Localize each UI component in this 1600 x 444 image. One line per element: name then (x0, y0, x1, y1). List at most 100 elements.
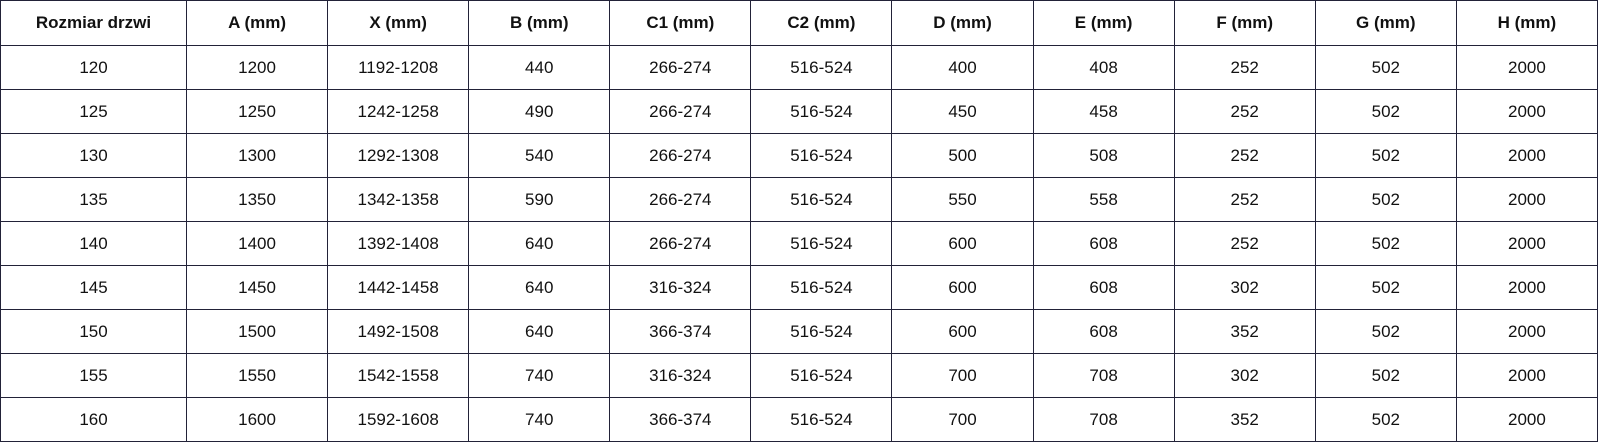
table-cell: 2000 (1455, 265, 1599, 310)
table-cell: 502 (1314, 265, 1457, 310)
table-row: 125 1250 1242-1258 490 266-274 516-524 450 458 2… (0, 89, 1599, 134)
table-cell: 252 (1173, 133, 1316, 178)
table-cell: 708 (1032, 353, 1175, 398)
header-row: Rozmiar drzwi A (mm) X (mm) B (mm) C1 (mm) C2… (0, 0, 1599, 46)
table-cell: 700 (891, 397, 1034, 442)
table-cell: 590 (468, 177, 611, 222)
table-cell: 490 (468, 89, 611, 134)
table-cell: 1450 (185, 265, 329, 310)
column-header: G (mm) (1314, 0, 1457, 46)
table-cell: 516-524 (750, 265, 893, 310)
table-cell: 440 (468, 45, 611, 90)
table-cell: 1300 (185, 133, 329, 178)
table-cell: 500 (891, 133, 1034, 178)
table-row: 120 1200 1192-1208 440 266-274 516-524 400 408 2… (0, 45, 1599, 90)
table-cell: 516-524 (750, 397, 893, 442)
table-cell: 160 (0, 397, 187, 442)
table-cell: 120 (0, 45, 187, 90)
column-header: A (mm) (185, 0, 329, 46)
table-cell: 1242-1258 (327, 89, 470, 134)
table-cell: 700 (891, 353, 1034, 398)
table-cell: 366-374 (609, 309, 752, 354)
table-cell: 1342-1358 (327, 177, 470, 222)
table-cell: 252 (1173, 177, 1316, 222)
table-cell: 502 (1314, 89, 1457, 134)
table-cell: 266-274 (609, 133, 752, 178)
table-cell: 1542-1558 (327, 353, 470, 398)
table-cell: 2000 (1455, 397, 1599, 442)
table-cell: 502 (1314, 309, 1457, 354)
table-cell: 2000 (1455, 353, 1599, 398)
table-cell: 558 (1032, 177, 1175, 222)
table-cell: 2000 (1455, 133, 1599, 178)
table-cell: 145 (0, 265, 187, 310)
table-cell: 155 (0, 353, 187, 398)
table-cell: 540 (468, 133, 611, 178)
table-cell: 516-524 (750, 309, 893, 354)
table-cell: 502 (1314, 177, 1457, 222)
table-cell: 2000 (1455, 309, 1599, 354)
table-cell: 1350 (185, 177, 329, 222)
table-row: 140 1400 1392-1408 640 266-274 516-524 600 608 2… (0, 221, 1599, 266)
table-cell: 2000 (1455, 45, 1599, 90)
table-cell: 640 (468, 221, 611, 266)
table-cell: 640 (468, 265, 611, 310)
table-cell: 550 (891, 177, 1034, 222)
table-cell: 502 (1314, 45, 1457, 90)
column-header: C2 (mm) (750, 0, 893, 46)
table-cell: 502 (1314, 221, 1457, 266)
table-cell: 640 (468, 309, 611, 354)
table-cell: 740 (468, 353, 611, 398)
table-cell: 266-274 (609, 177, 752, 222)
table-cell: 130 (0, 133, 187, 178)
table-cell: 266-274 (609, 221, 752, 266)
table-cell: 316-324 (609, 265, 752, 310)
table-cell: 608 (1032, 221, 1175, 266)
column-header: D (mm) (891, 0, 1034, 46)
table-cell: 516-524 (750, 133, 893, 178)
table-cell: 1500 (185, 309, 329, 354)
table-cell: 2000 (1455, 221, 1599, 266)
table-row: 130 1300 1292-1308 540 266-274 516-524 500 508 2… (0, 133, 1599, 178)
table-cell: 135 (0, 177, 187, 222)
table-cell: 516-524 (750, 177, 893, 222)
column-header: F (mm) (1173, 0, 1316, 46)
table-cell: 516-524 (750, 353, 893, 398)
table-cell: 608 (1032, 309, 1175, 354)
column-header: X (mm) (327, 0, 470, 46)
table-cell: 1192-1208 (327, 45, 470, 90)
table-row: 145 1450 1442-1458 640 316-324 516-524 600 608 3… (0, 265, 1599, 310)
column-header: H (mm) (1455, 0, 1599, 46)
table-cell: 400 (891, 45, 1034, 90)
table-cell: 1600 (185, 397, 329, 442)
table-cell: 302 (1173, 353, 1316, 398)
table-cell: 516-524 (750, 221, 893, 266)
table-cell: 1592-1608 (327, 397, 470, 442)
table-row: 155 1550 1542-1558 740 316-324 516-524 700 708 3… (0, 353, 1599, 398)
table-cell: 608 (1032, 265, 1175, 310)
table-cell: 458 (1032, 89, 1175, 134)
table-cell: 508 (1032, 133, 1175, 178)
table-cell: 252 (1173, 89, 1316, 134)
table-cell: 1400 (185, 221, 329, 266)
table-cell: 1292-1308 (327, 133, 470, 178)
table-cell: 708 (1032, 397, 1175, 442)
table-cell: 1392-1408 (327, 221, 470, 266)
table-cell: 1550 (185, 353, 329, 398)
table-cell: 600 (891, 221, 1034, 266)
column-header: C1 (mm) (609, 0, 752, 46)
table-cell: 366-374 (609, 397, 752, 442)
table-cell: 1250 (185, 89, 329, 134)
column-header: Rozmiar drzwi (0, 0, 187, 46)
table-cell: 2000 (1455, 89, 1599, 134)
table-cell: 1492-1508 (327, 309, 470, 354)
table-cell: 266-274 (609, 45, 752, 90)
table-row: 160 1600 1592-1608 740 366-374 516-524 700 708 3… (0, 397, 1599, 442)
table-cell: 125 (0, 89, 187, 134)
column-header: E (mm) (1032, 0, 1175, 46)
table-cell: 516-524 (750, 89, 893, 134)
table-cell: 600 (891, 265, 1034, 310)
table-cell: 302 (1173, 265, 1316, 310)
table-cell: 516-524 (750, 45, 893, 90)
table-cell: 408 (1032, 45, 1175, 90)
